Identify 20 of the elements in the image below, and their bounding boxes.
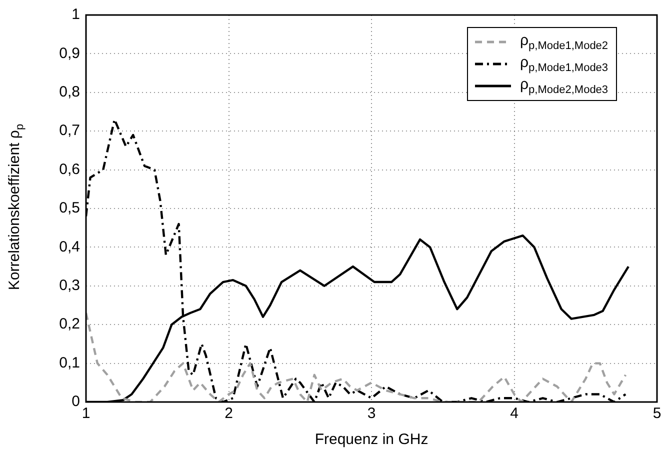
legend-label: ρ$_{p,Mode2,Mode3}$: [520, 76, 608, 96]
y-tick-label: 0: [72, 393, 80, 410]
y-tick-label: 0,5: [59, 200, 80, 217]
x-axis-title: Frequenz in GHz: [314, 431, 428, 448]
y-tick-label: 0,7: [59, 122, 80, 140]
x-tick-label: 2: [224, 405, 233, 422]
y-tick-label: 0,1: [59, 354, 80, 372]
line-series: [86, 312, 627, 402]
y-tick-label: 0,6: [59, 160, 80, 178]
y-tick-label: 0,3: [59, 277, 80, 294]
x-tick-label: 3: [367, 405, 376, 422]
y-tick-label: 0,4: [59, 238, 80, 256]
y-tick-label: 1: [72, 6, 80, 24]
y-tick-label: 0,8: [59, 84, 80, 101]
y-tick-label: 0,9: [59, 44, 80, 62]
y-tick-label: 0,2: [59, 316, 80, 333]
x-tick-label: 5: [652, 405, 662, 422]
legend-label: ρ$_{p,Mode1,Mode3}$: [520, 54, 608, 74]
legend-label: ρ$_{p,Mode1,Mode2}$: [520, 32, 608, 52]
x-tick-label: 4: [510, 405, 518, 422]
